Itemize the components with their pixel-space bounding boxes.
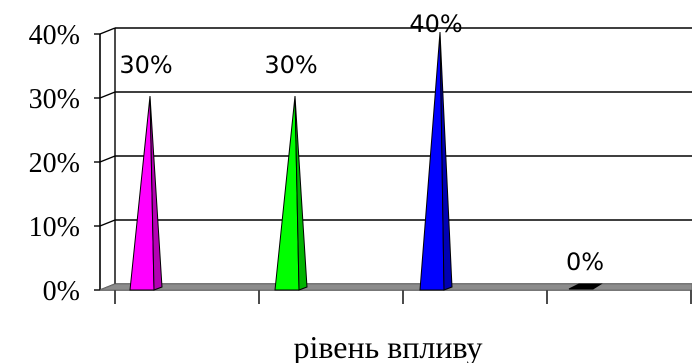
y-tick-label: 40% — [29, 20, 80, 51]
data-label: 40% — [409, 10, 462, 38]
gridline-diagonal — [99, 155, 116, 163]
gridline-diagonal — [99, 91, 116, 99]
bar — [129, 95, 163, 291]
y-tick-label: 0% — [43, 276, 80, 307]
data-labels: 30% 30% 40% 0% — [119, 10, 604, 276]
y-tick-label: 10% — [29, 212, 80, 243]
chart-floor — [99, 283, 692, 291]
bar-side-face — [149, 95, 163, 291]
floor — [99, 283, 692, 291]
bar — [568, 283, 603, 290]
gridline-diagonal — [99, 27, 116, 35]
bar-shape — [568, 283, 603, 290]
bar — [274, 95, 308, 291]
data-label: 30% — [119, 51, 172, 79]
data-label: 0% — [566, 248, 604, 276]
bar — [419, 31, 453, 291]
gridline-diagonal — [99, 219, 116, 227]
bars — [129, 31, 603, 291]
x-axis-label: рівень впливу — [293, 329, 482, 363]
y-tick-label: 30% — [29, 84, 80, 115]
data-label: 30% — [264, 51, 317, 79]
y-tick-labels: 0% 10% 20% 30% 40% — [29, 20, 80, 307]
gridlines — [99, 27, 692, 291]
bar-side-face — [294, 95, 308, 291]
bar-side-face — [439, 31, 453, 291]
y-tick-label: 20% — [29, 148, 80, 179]
